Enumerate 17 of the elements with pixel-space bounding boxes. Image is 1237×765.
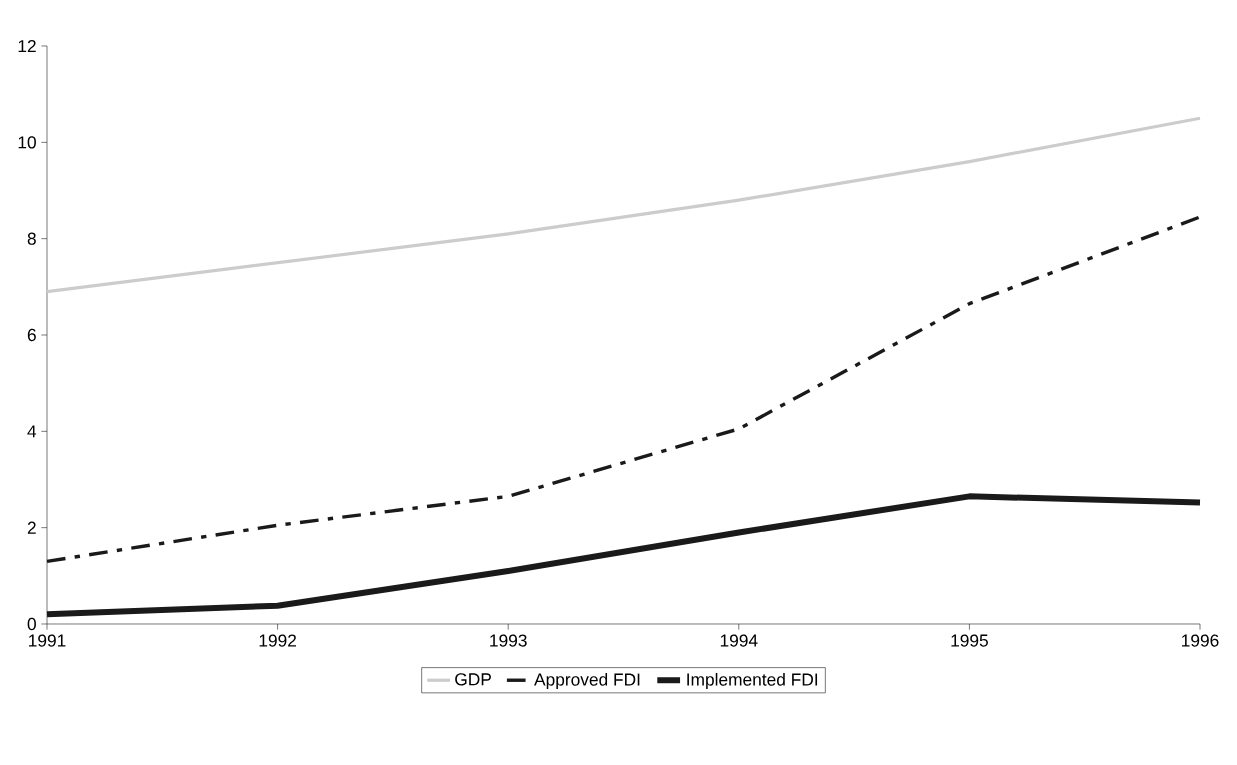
y-tick-label: 12	[18, 39, 36, 53]
y-tick-label: 8	[27, 232, 36, 245]
y-tick-label: 0	[27, 617, 36, 631]
legend-label: GDP	[455, 673, 491, 686]
x-tick-label: 1993	[490, 634, 527, 647]
x-tick-label: 1992	[259, 634, 296, 647]
y-tick-label: 10	[18, 136, 36, 149]
x-tick-label: 1994	[720, 634, 758, 647]
y-tick-label: 2	[27, 521, 36, 534]
legend-label: Implemented FDI	[687, 672, 818, 690]
x-tick-label: 1996	[1182, 634, 1219, 647]
y-tick-label: 6	[27, 328, 36, 342]
legend-label: Approved FDI	[534, 672, 640, 690]
y-tick-label: 4	[27, 425, 37, 438]
line-series	[45, 215, 1202, 564]
x-tick-label: 1991	[29, 634, 66, 647]
x-tick-label: 1995	[951, 634, 988, 647]
